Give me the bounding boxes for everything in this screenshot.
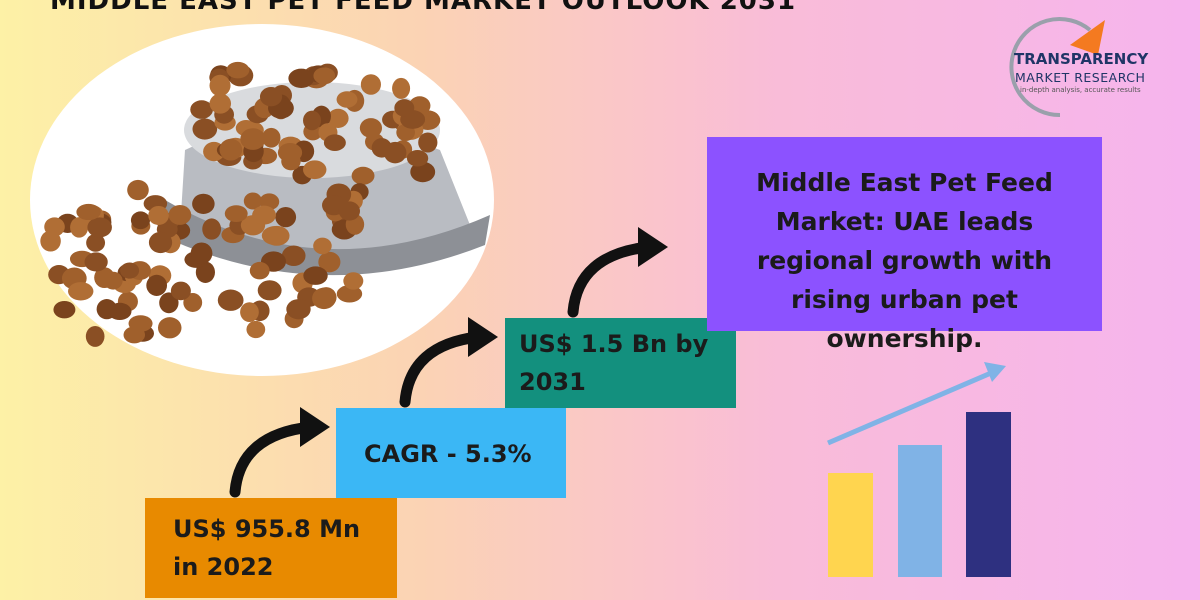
kibble-piece <box>217 289 244 311</box>
kibble-piece <box>40 230 61 252</box>
kibble-piece <box>224 205 248 223</box>
kibble-piece <box>209 74 231 97</box>
kibble-piece <box>120 262 140 279</box>
kibble-piece <box>359 118 383 138</box>
kibble-piece <box>338 201 361 221</box>
step-box: US$ 955.8 Mn in 2022 <box>145 498 397 598</box>
kibble-piece <box>246 320 266 339</box>
kibble-piece <box>209 93 232 114</box>
kibble-piece <box>303 110 322 131</box>
kibble-piece <box>394 99 415 117</box>
kibble-piece <box>383 141 407 164</box>
kibble-piece <box>190 100 213 119</box>
kibble-piece <box>261 226 288 246</box>
kibble-piece <box>53 300 76 319</box>
kibble-piece <box>252 205 277 225</box>
kibble-piece <box>68 282 94 301</box>
kibble-piece <box>87 217 112 238</box>
kibble-piece <box>243 192 262 210</box>
kibble-piece <box>351 166 375 185</box>
step-arrows <box>229 241 654 498</box>
kibble-piece <box>202 218 222 240</box>
kibble-piece <box>323 134 346 151</box>
logo-mark <box>1009 17 1105 118</box>
kibble-piece <box>281 245 306 267</box>
kibble-piece <box>360 74 381 95</box>
kibble-piece <box>418 132 438 153</box>
kibble-piece <box>312 287 336 310</box>
kibble-piece <box>303 266 328 285</box>
kibble-piece <box>281 152 301 171</box>
kibble-piece <box>183 293 203 313</box>
step-box: CAGR - 5.3% <box>336 408 566 498</box>
kibble-piece <box>336 285 363 303</box>
kibble-piece <box>410 161 436 183</box>
kibble-piece <box>318 251 341 273</box>
kibble-piece <box>313 67 336 85</box>
kibble-piece <box>249 261 270 280</box>
arrow-heads <box>300 227 668 447</box>
kibble-piece <box>84 252 108 272</box>
kibble-piece <box>336 91 358 108</box>
kibble-piece <box>85 325 105 347</box>
kibble-piece <box>327 108 349 128</box>
kibble-piece <box>406 150 429 167</box>
kibble-piece <box>148 231 173 254</box>
kibble-piece <box>392 77 411 99</box>
kibble-piece <box>123 326 146 344</box>
growth-icon <box>827 362 1011 577</box>
kibble-piece <box>192 193 215 214</box>
title: MIDDLE EAST PET FEED MARKET OUTLOOK 2031 <box>50 0 797 16</box>
kibble-piece <box>157 317 182 339</box>
kibble-piece <box>148 205 169 226</box>
kibble-piece <box>86 233 106 252</box>
kibble-piece <box>146 274 168 296</box>
kibble-piece <box>303 160 327 180</box>
kibble-piece <box>313 237 332 255</box>
kibble-piece <box>103 271 123 290</box>
kibble-piece <box>127 179 149 201</box>
kibble-piece <box>226 61 250 79</box>
callout: Middle East Pet Feed Market: UAE leads r… <box>707 137 1102 353</box>
kibble-piece <box>130 211 151 230</box>
kibble-piece <box>262 127 281 148</box>
kibble-piece <box>190 242 213 265</box>
kibble-piece <box>343 272 364 290</box>
kibble-piece <box>240 302 259 322</box>
kibble-piece <box>259 86 283 107</box>
logo-subname: MARKET RESEARCH <box>1015 70 1146 85</box>
kibble-piece <box>192 118 218 140</box>
step-box: US$ 1.5 Bn by 2031 <box>505 318 736 408</box>
kibble-piece <box>159 292 179 314</box>
kibble-piece <box>286 299 311 320</box>
kibble-piece <box>96 299 117 320</box>
kibble-piece <box>76 203 101 221</box>
kibble <box>40 61 441 347</box>
kibble-piece <box>170 281 191 301</box>
kibble-piece <box>168 205 192 225</box>
kibble-piece <box>257 280 282 301</box>
kibble-piece <box>219 138 243 161</box>
logo-name: TRANSPARENCY <box>1014 50 1149 68</box>
logo-tagline: in-depth analysis, accurate results <box>1020 86 1141 94</box>
kibble-piece <box>288 68 315 88</box>
kibble-piece <box>275 207 297 228</box>
kibble-piece <box>240 128 266 150</box>
